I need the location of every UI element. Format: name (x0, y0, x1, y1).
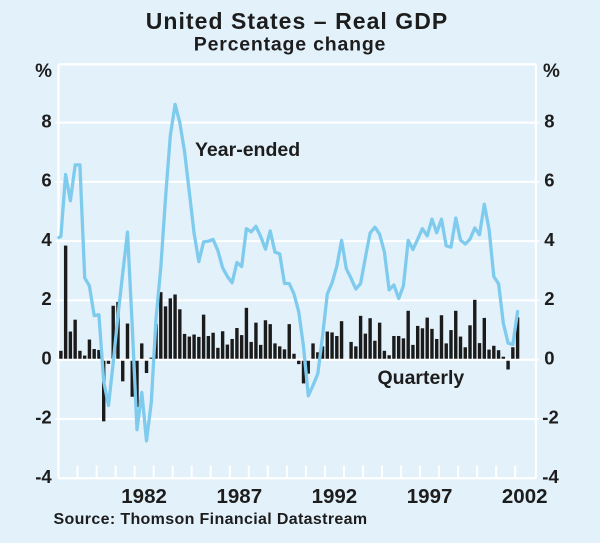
svg-text:2: 2 (544, 288, 554, 309)
svg-text:2002: 2002 (502, 485, 548, 508)
svg-text:1997: 1997 (407, 485, 453, 508)
svg-text:Quarterly: Quarterly (378, 367, 465, 389)
svg-text:6: 6 (544, 170, 554, 191)
svg-text:-4: -4 (542, 466, 559, 487)
svg-text:-2: -2 (35, 407, 51, 428)
svg-text:%: % (543, 61, 560, 82)
svg-text:4: 4 (41, 229, 52, 250)
svg-text:%: % (35, 61, 52, 82)
svg-text:-4: -4 (35, 466, 52, 487)
svg-text:4: 4 (544, 229, 555, 250)
svg-text:Percentage change: Percentage change (194, 34, 386, 56)
svg-text:0: 0 (41, 347, 51, 368)
svg-text:1982: 1982 (121, 485, 167, 508)
svg-text:Source: Thomson Financial Data: Source: Thomson Financial Datastream (54, 511, 368, 528)
svg-text:0: 0 (544, 347, 554, 368)
svg-text:United States – Real GDP: United States – Real GDP (146, 8, 449, 34)
svg-text:8: 8 (544, 110, 554, 131)
svg-text:1992: 1992 (312, 485, 358, 508)
svg-text:8: 8 (41, 110, 51, 131)
svg-text:2: 2 (41, 288, 51, 309)
svg-text:6: 6 (41, 170, 51, 191)
svg-text:1987: 1987 (216, 485, 262, 508)
svg-text:-2: -2 (542, 407, 558, 428)
svg-text:Year-ended: Year-ended (195, 139, 300, 161)
